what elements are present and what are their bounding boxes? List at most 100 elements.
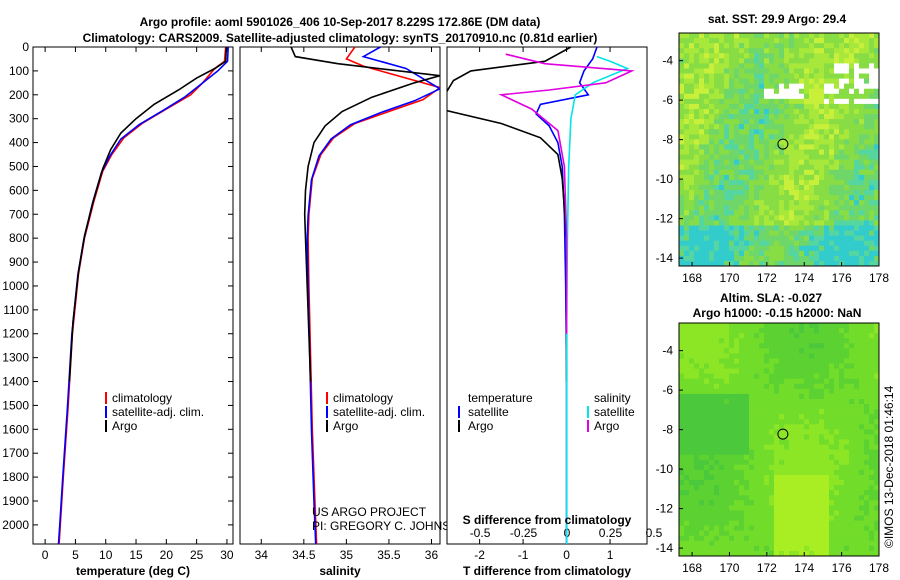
map-cell <box>764 414 770 420</box>
map-cell <box>764 398 770 405</box>
map-cell <box>679 424 685 430</box>
map-cell <box>809 459 815 466</box>
map-cell <box>729 195 735 201</box>
map-cell <box>679 43 685 49</box>
map-cell <box>694 414 700 420</box>
map-cell <box>829 474 835 481</box>
map-cell <box>679 98 685 105</box>
map-cell <box>714 490 720 496</box>
map-cell <box>844 348 850 354</box>
map-cell <box>694 323 700 329</box>
map-cell <box>844 398 850 405</box>
map-cell <box>839 495 845 501</box>
map-cell <box>834 174 840 181</box>
map-cell <box>779 323 785 329</box>
map-cell <box>719 469 725 476</box>
map-cell <box>699 358 705 364</box>
map-cell <box>819 515 825 521</box>
map-cell <box>734 93 740 100</box>
map-cell <box>844 98 850 105</box>
map-cell <box>739 230 745 236</box>
map-cell <box>824 338 830 344</box>
map-cell <box>819 343 825 349</box>
map-cell <box>734 464 740 471</box>
map-cell <box>829 464 835 471</box>
map-cell <box>709 454 715 461</box>
map-cell <box>734 129 740 135</box>
map-cell <box>774 333 780 339</box>
map-cell <box>684 464 690 471</box>
map-cell <box>809 114 815 120</box>
map-cell <box>709 424 715 430</box>
map-cell <box>749 108 755 115</box>
map-cell <box>709 139 715 145</box>
map-cell <box>684 245 690 252</box>
map-cell <box>774 63 780 69</box>
map-cell <box>759 154 765 160</box>
map-cell <box>684 414 690 420</box>
map-cell <box>829 139 835 145</box>
map-cell <box>729 149 735 155</box>
map-cell <box>849 48 855 54</box>
map-cell <box>844 474 850 481</box>
map-cell <box>699 328 705 334</box>
map-cell <box>869 220 875 226</box>
map-cell <box>824 53 830 59</box>
map-cell <box>859 404 865 410</box>
map-cell <box>699 510 705 516</box>
map-cell <box>804 500 810 506</box>
map-cell <box>784 414 790 420</box>
map-cell <box>704 235 710 241</box>
map-cell <box>764 220 770 226</box>
map-cell <box>754 383 760 390</box>
map-cell <box>804 58 810 64</box>
map-cell <box>739 424 745 430</box>
map-cell <box>784 103 790 110</box>
map-cell <box>754 240 760 247</box>
map-cell <box>834 93 840 100</box>
map-cell <box>829 469 835 476</box>
map-cell <box>709 490 715 496</box>
map-cell <box>794 333 800 339</box>
map-cell <box>684 343 690 349</box>
map-cell <box>869 343 875 349</box>
sst-map-title: sat. SST: 29.9 Argo: 29.4 <box>708 12 847 26</box>
map-cell <box>844 490 850 496</box>
map-cell <box>704 419 710 425</box>
map-cell <box>834 520 840 526</box>
map-cell <box>739 419 745 425</box>
map-cell <box>799 353 805 359</box>
map-cell <box>869 63 875 69</box>
map-cell <box>799 159 805 165</box>
map-cell <box>699 429 705 435</box>
map-cell <box>769 328 775 334</box>
map-cell <box>739 404 745 410</box>
map-cell <box>744 480 750 486</box>
map-cell <box>784 215 790 221</box>
map-cell <box>749 250 755 257</box>
map-cell <box>834 164 840 171</box>
map-cell <box>689 205 695 211</box>
map-cell <box>769 439 775 445</box>
map-cell <box>859 358 865 364</box>
map-cell <box>829 108 835 115</box>
map-cell <box>844 68 850 74</box>
map-cell <box>754 174 760 181</box>
map-cell <box>754 68 760 74</box>
map-cell <box>734 38 740 44</box>
map-cell <box>864 164 870 171</box>
map-cell <box>794 164 800 171</box>
map-cell <box>699 58 705 64</box>
map-cell <box>699 343 705 349</box>
map-cell <box>814 159 820 165</box>
map-cell <box>784 114 790 120</box>
x-tick-label: 20 <box>160 548 174 562</box>
map-cell <box>849 114 855 120</box>
map-cell <box>704 323 710 329</box>
map-cell <box>704 449 710 455</box>
map-cell <box>814 58 820 64</box>
map-cell <box>784 510 790 516</box>
map-cell <box>854 464 860 471</box>
map-cell <box>689 43 695 49</box>
map-cell <box>834 515 840 521</box>
